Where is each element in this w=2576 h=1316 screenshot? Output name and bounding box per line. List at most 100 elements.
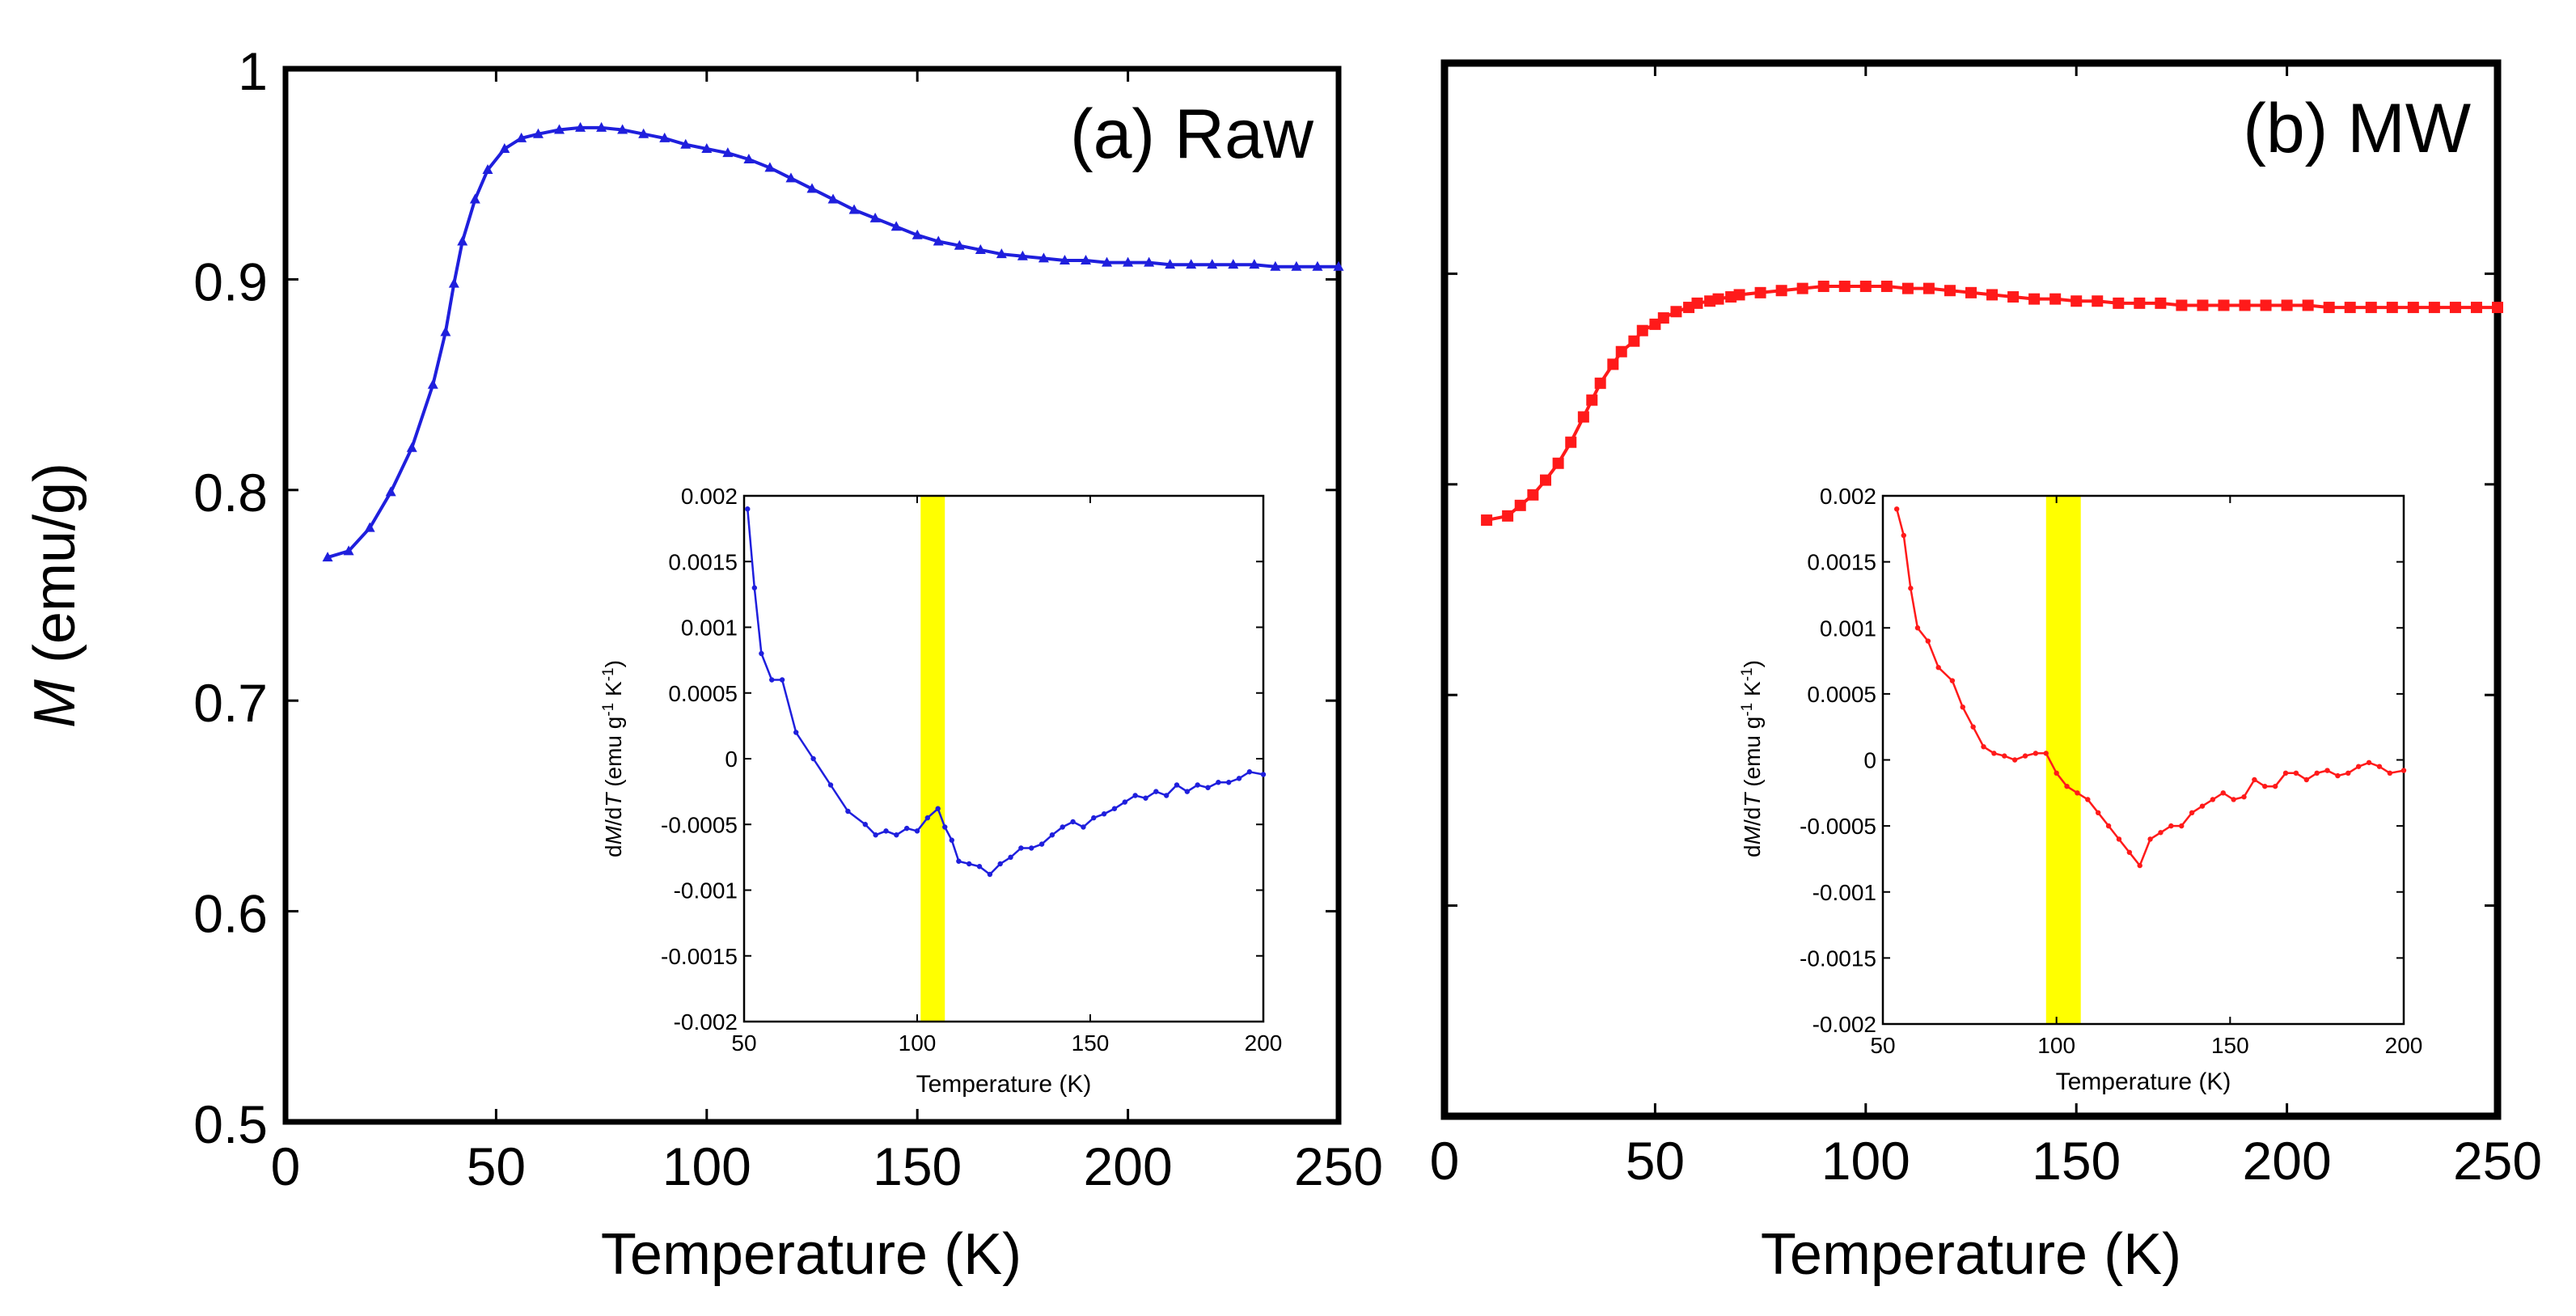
inset-y-tick-label: 0.001	[1820, 616, 1876, 641]
inset-data-point	[1893, 506, 1900, 512]
inset-y-tick-label: 0	[725, 747, 738, 772]
data-point	[1081, 254, 1092, 264]
inset-data-point	[1981, 743, 1986, 750]
inset-y-label-part: )	[1740, 660, 1765, 667]
inset-y-label-part: M	[601, 825, 626, 844]
data-point	[1481, 514, 1493, 527]
inset-y-label-part: K	[601, 681, 626, 703]
y-tick-label: 0.9	[193, 252, 268, 311]
inset-data-point	[2137, 862, 2142, 869]
panel-b-x-ticks: 0 50 100 150 200 250	[1430, 63, 2542, 1191]
x-tick-label: 200	[2243, 1131, 2332, 1191]
inset-data-point	[1122, 799, 1128, 805]
inset-y-tick-label: -0.001	[1813, 880, 1876, 905]
data-point	[1527, 489, 1539, 501]
inset-y-tick-label: -0.002	[1813, 1012, 1876, 1037]
panel-a-series-raw	[322, 121, 1344, 562]
data-point	[2281, 299, 2293, 311]
inset-data-point	[2293, 770, 2299, 776]
inset-data-point	[2252, 776, 2257, 783]
inset-data-point	[2241, 794, 2247, 800]
inset-data-point	[810, 755, 816, 762]
x-tick-label: 100	[1821, 1131, 1910, 1191]
inset-data-point	[1925, 638, 1931, 644]
inset-data-point	[949, 837, 955, 843]
inset-data-point	[2324, 768, 2330, 773]
data-point	[996, 248, 1007, 259]
data-point	[2028, 293, 2041, 305]
inset-x-tick-label: 150	[1072, 1030, 1110, 1056]
data-point	[2407, 302, 2419, 314]
data-point	[2260, 299, 2272, 311]
data-point	[575, 121, 586, 132]
inset-y-label-part: (emu g	[1740, 717, 1765, 793]
inset-data-point	[2116, 836, 2122, 842]
inset-data-point	[1991, 751, 1997, 756]
inset-data-point	[924, 815, 931, 821]
data-point	[2386, 302, 2398, 314]
inset-data-point	[2158, 830, 2164, 836]
data-point	[1312, 260, 1323, 271]
data-point	[1880, 281, 1893, 293]
data-point	[975, 243, 986, 254]
inset-data-point	[1163, 793, 1170, 798]
inset-data-point	[845, 808, 851, 815]
data-point	[743, 153, 755, 163]
data-point	[2302, 299, 2314, 311]
y-tick-label: 0.5	[193, 1094, 268, 1154]
inset-y-tick-label: 0.002	[1820, 484, 1876, 509]
series-line-raw	[327, 125, 1339, 560]
data-point	[912, 229, 923, 239]
inset-data-point	[2002, 753, 2007, 759]
inset-data-point	[2168, 823, 2174, 829]
inset-a-series	[745, 506, 1267, 878]
inset-y-label-part: -1	[1739, 667, 1756, 681]
panel-b-inset: 0.002 0.0015 0.001 0.0005 0 -0.0005 -0.001 -0.0…	[1739, 484, 2423, 1095]
inset-data-point	[1960, 705, 1965, 710]
data-point	[1228, 259, 1239, 269]
inset-data-point	[2064, 783, 2070, 789]
x-tick-label: 50	[467, 1136, 526, 1196]
data-point	[1670, 306, 1682, 318]
panel-a-y-ticks: 0.5 0.6 0.7 0.8 0.9 1	[193, 41, 1339, 1154]
inset-y-tick-label: -0.0015	[1800, 946, 1876, 971]
y-label-units: (emu/g)	[23, 463, 87, 679]
x-tick-label: 150	[873, 1136, 962, 1196]
y-tick-label: 0.6	[193, 884, 268, 944]
x-tick-label: 250	[2453, 1131, 2542, 1191]
inset-data-point	[894, 832, 899, 838]
inset-data-point	[967, 861, 972, 867]
y-tick-label: 0.7	[193, 673, 268, 733]
data-point	[1628, 335, 1640, 347]
data-point	[890, 221, 902, 231]
data-point	[1059, 254, 1070, 264]
inset-data-point	[2105, 823, 2112, 829]
inset-data-point	[751, 585, 758, 590]
data-point	[1944, 285, 1956, 297]
inset-data-point	[1111, 806, 1118, 811]
inset-data-point	[1132, 793, 1138, 798]
inset-a-x-label: Temperature (K)	[916, 1071, 1092, 1098]
data-point	[343, 545, 354, 556]
data-point	[1657, 312, 1669, 324]
inset-data-point	[1038, 841, 1045, 847]
data-point	[596, 121, 607, 132]
data-point	[1249, 259, 1260, 269]
inset-data-point	[1060, 824, 1065, 830]
data-point	[1817, 281, 1829, 293]
data-point	[2365, 302, 2377, 314]
inset-y-label-part: d	[601, 844, 626, 857]
data-point	[1712, 293, 1724, 305]
inset-y-tick-label: 0.0005	[1807, 682, 1876, 707]
panel-a-y-label: M (emu/g)	[23, 463, 87, 728]
data-point	[406, 442, 417, 452]
inset-data-point	[2085, 797, 2091, 802]
inset-data-point	[1216, 780, 1221, 785]
inset-x-tick-label: 50	[731, 1030, 756, 1056]
panel-a-inset: 0.002 0.0015 0.001 0.0005 0 -0.0005 -0.001 -0.0…	[600, 484, 1283, 1098]
inset-data-point	[2032, 751, 2039, 756]
panel-a-raw: 0.5 0.6 0.7 0.8 0.9 1 0 50 100 150 200 250 (a) Raw…	[23, 41, 1383, 1287]
inset-data-point	[2022, 753, 2028, 759]
data-point	[2134, 297, 2146, 309]
